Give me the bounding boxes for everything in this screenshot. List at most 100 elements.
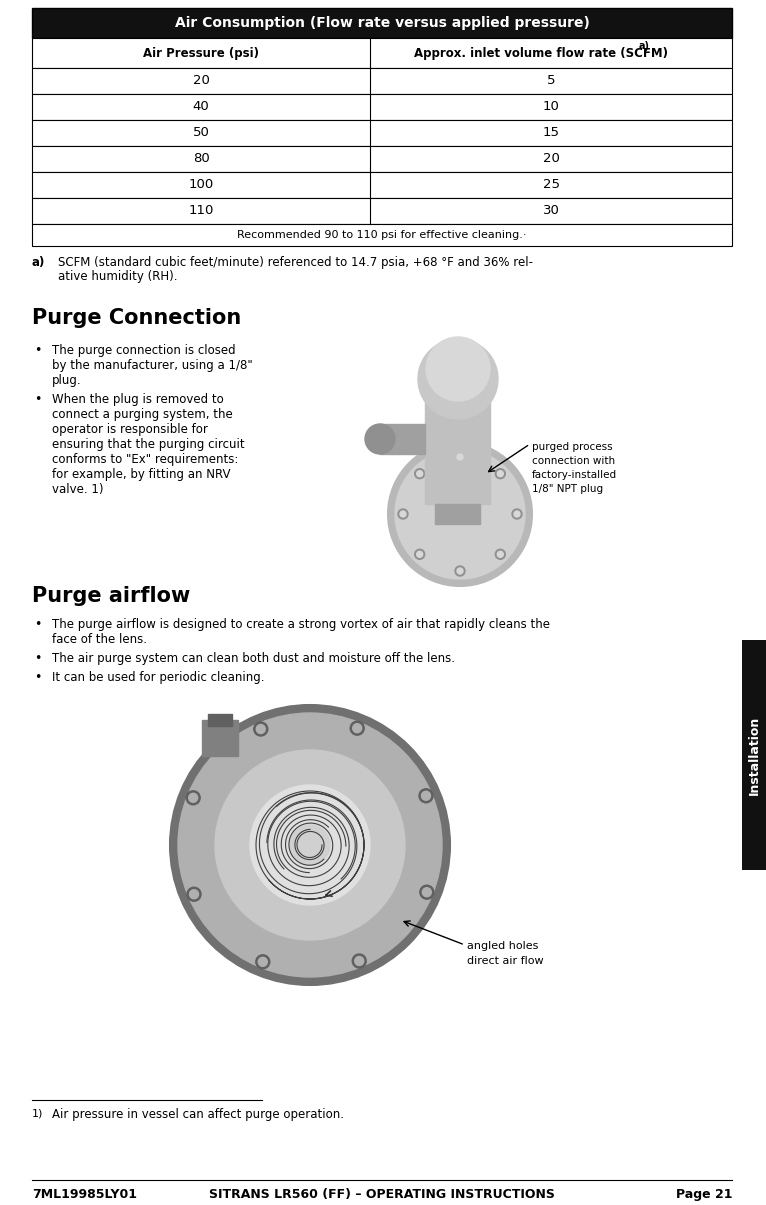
Circle shape: [388, 442, 532, 586]
Circle shape: [398, 509, 408, 519]
Text: connect a purging system, the: connect a purging system, the: [52, 408, 233, 421]
Text: •: •: [34, 618, 41, 631]
Circle shape: [352, 954, 366, 968]
Bar: [32, 146, 732, 172]
Text: 80: 80: [192, 153, 209, 165]
Text: 15: 15: [542, 127, 559, 140]
Bar: [202, 719, 238, 756]
Text: The purge airflow is designed to create a strong vortex of air that rapidly clea: The purge airflow is designed to create …: [52, 618, 550, 631]
Circle shape: [395, 449, 525, 578]
Circle shape: [258, 957, 267, 966]
Circle shape: [512, 509, 522, 519]
Circle shape: [419, 789, 433, 803]
Text: Page 21: Page 21: [676, 1188, 732, 1201]
Text: purged process
connection with
factory-installed
1/8" NPT plug: purged process connection with factory-i…: [532, 442, 617, 494]
Text: 20: 20: [192, 75, 209, 88]
Text: 25: 25: [542, 178, 559, 192]
Text: 1): 1): [32, 1109, 44, 1118]
Circle shape: [257, 724, 265, 734]
Circle shape: [418, 339, 498, 419]
Circle shape: [417, 471, 423, 477]
Text: When the plug is removed to: When the plug is removed to: [52, 393, 224, 406]
Circle shape: [189, 889, 198, 899]
Circle shape: [496, 549, 506, 559]
Circle shape: [365, 424, 395, 454]
Text: Air Pressure (psi): Air Pressure (psi): [143, 47, 259, 59]
Text: a): a): [32, 255, 45, 269]
Text: Purge Connection: Purge Connection: [32, 308, 241, 328]
Circle shape: [186, 790, 200, 805]
Circle shape: [497, 552, 503, 557]
Circle shape: [290, 825, 330, 865]
Bar: [32, 120, 732, 146]
Text: SCFM (standard cubic feet/minute) referenced to 14.7 psia, +68 °F and 36% rel-: SCFM (standard cubic feet/minute) refere…: [58, 255, 533, 269]
Bar: [425, 384, 490, 504]
Text: conforms to "Ex" requirements:: conforms to "Ex" requirements:: [52, 453, 238, 466]
Text: The air purge system can clean both dust and moisture off the lens.: The air purge system can clean both dust…: [52, 652, 455, 665]
Text: operator is responsible for: operator is responsible for: [52, 423, 208, 436]
Text: The purge connection is closed: The purge connection is closed: [52, 343, 236, 357]
Bar: [32, 224, 732, 246]
Text: 50: 50: [192, 127, 209, 140]
Bar: [742, 640, 766, 870]
Circle shape: [250, 784, 370, 905]
Text: Recommended 90 to 110 psi for effective cleaning.·: Recommended 90 to 110 psi for effective …: [237, 230, 527, 240]
Bar: [32, 94, 732, 120]
Bar: [32, 198, 732, 224]
Text: It can be used for periodic cleaning.: It can be used for periodic cleaning.: [52, 671, 264, 684]
Circle shape: [178, 713, 442, 977]
Bar: [32, 172, 732, 198]
Text: 20: 20: [542, 153, 559, 165]
Circle shape: [355, 957, 364, 965]
Text: a): a): [639, 41, 650, 51]
Bar: [208, 713, 232, 725]
Circle shape: [426, 337, 490, 401]
Text: face of the lens.: face of the lens.: [52, 633, 147, 646]
Text: 10: 10: [542, 100, 559, 113]
Circle shape: [514, 511, 520, 517]
Circle shape: [187, 887, 201, 901]
Circle shape: [422, 888, 431, 897]
Text: 40: 40: [192, 100, 209, 113]
Circle shape: [417, 552, 423, 557]
Text: 100: 100: [188, 178, 214, 192]
Circle shape: [414, 549, 424, 559]
Text: SITRANS LR560 (FF) – OPERATING INSTRUCTIONS: SITRANS LR560 (FF) – OPERATING INSTRUCTI…: [209, 1188, 555, 1201]
Bar: [32, 8, 732, 39]
Circle shape: [350, 721, 364, 735]
Circle shape: [170, 705, 450, 984]
Circle shape: [497, 471, 503, 477]
Circle shape: [420, 886, 434, 899]
Circle shape: [414, 469, 424, 478]
Text: ensuring that the purging circuit: ensuring that the purging circuit: [52, 437, 244, 451]
Circle shape: [457, 568, 463, 574]
Bar: [32, 67, 732, 94]
Text: Installation: Installation: [748, 716, 761, 794]
Circle shape: [188, 793, 198, 803]
Bar: [435, 504, 480, 524]
Text: •: •: [34, 671, 41, 684]
Circle shape: [457, 454, 463, 460]
Text: for example, by fitting an NRV: for example, by fitting an NRV: [52, 468, 231, 481]
Circle shape: [455, 452, 465, 462]
Text: 30: 30: [542, 205, 559, 217]
Text: valve. 1): valve. 1): [52, 483, 103, 496]
Text: 5: 5: [547, 75, 555, 88]
Circle shape: [352, 724, 362, 733]
Circle shape: [496, 469, 506, 478]
Bar: [380, 424, 425, 454]
Bar: [32, 39, 732, 67]
Circle shape: [421, 792, 430, 800]
Circle shape: [215, 750, 405, 940]
Circle shape: [254, 722, 268, 736]
Text: Purge airflow: Purge airflow: [32, 586, 190, 606]
Text: Air Consumption (Flow rate versus applied pressure): Air Consumption (Flow rate versus applie…: [175, 16, 590, 30]
Circle shape: [455, 566, 465, 576]
Text: angled holes
direct air flow: angled holes direct air flow: [467, 941, 544, 965]
Text: •: •: [34, 393, 41, 406]
Text: 110: 110: [188, 205, 214, 217]
Circle shape: [400, 511, 406, 517]
Text: by the manufacturer, using a 1/8": by the manufacturer, using a 1/8": [52, 359, 253, 372]
Text: 7ML19985LY01: 7ML19985LY01: [32, 1188, 137, 1201]
Text: ative humidity (RH).: ative humidity (RH).: [58, 270, 178, 283]
